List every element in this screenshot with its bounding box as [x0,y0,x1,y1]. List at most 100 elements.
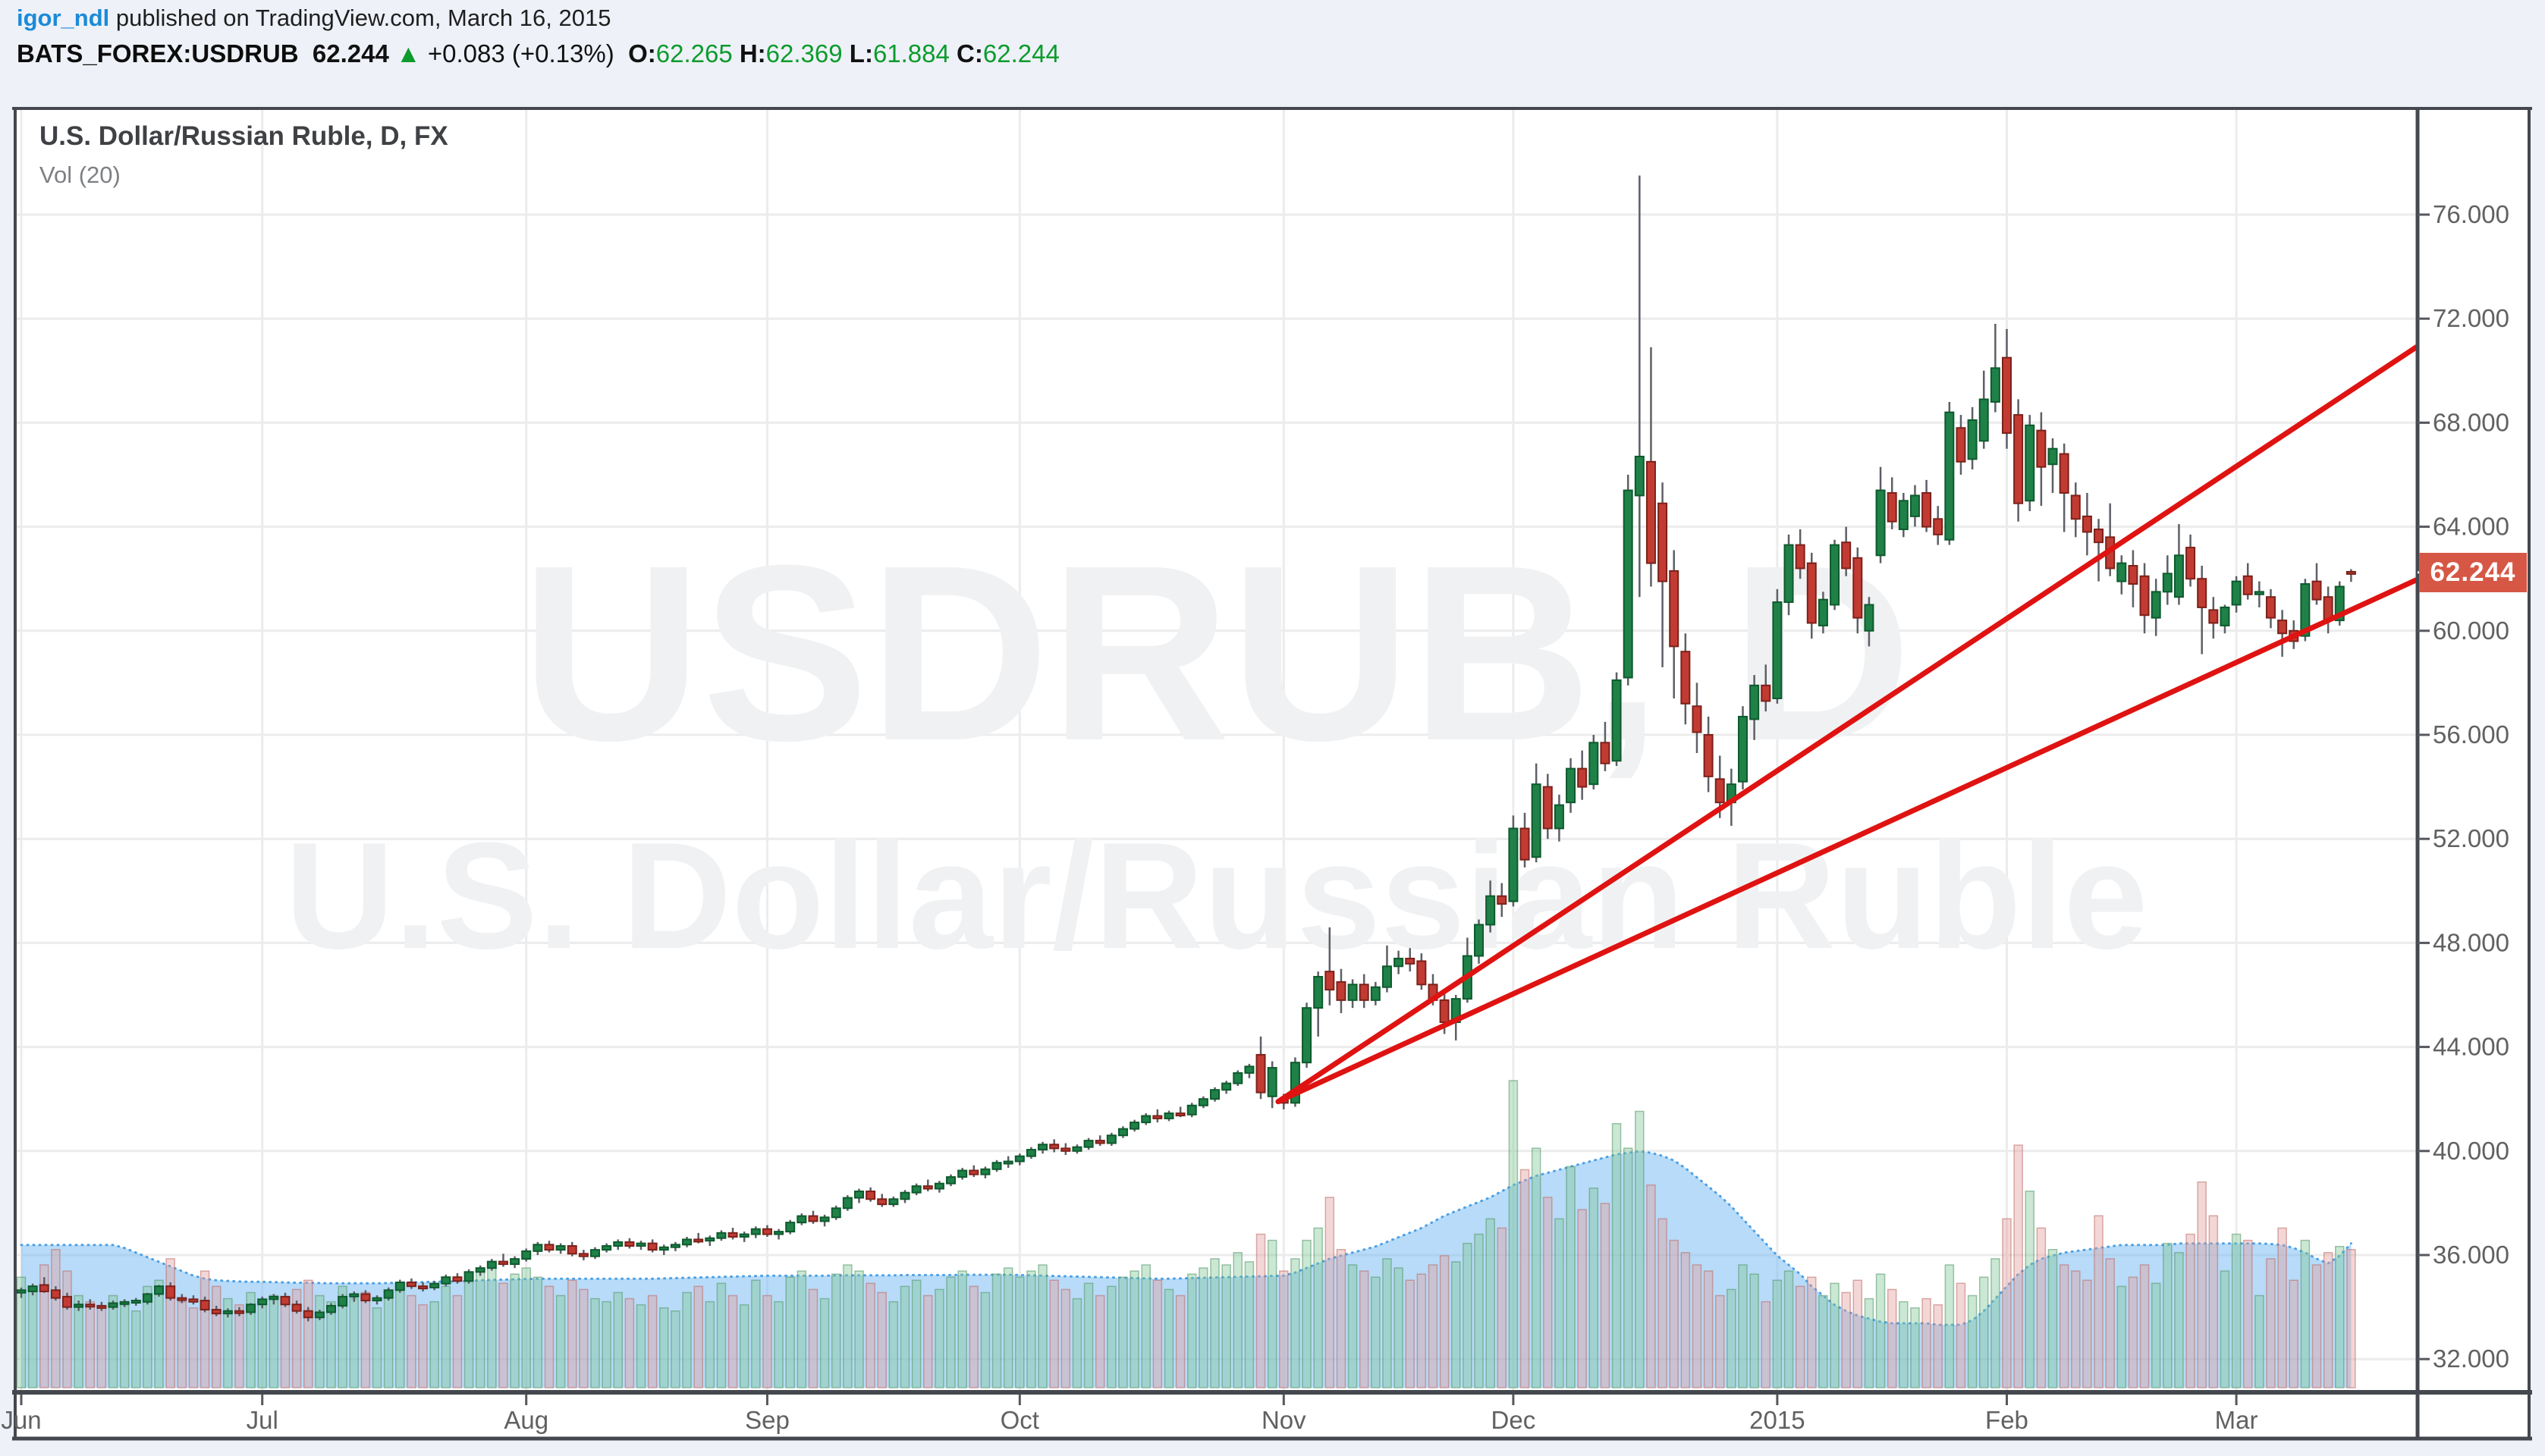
candle-down [418,1285,429,1290]
candle-up [16,1289,27,1294]
month-tick-label: Jun [1,1406,41,1434]
month-tick-label: Sep [745,1406,790,1434]
candle-down [1714,778,1725,804]
candle-up [2151,591,2161,619]
candle-up [1313,975,1324,1009]
candle-up [796,1215,807,1224]
chart-pane-title[interactable]: U.S. Dollar/Russian Ruble, D, FX [39,121,448,151]
candle-down [1336,981,1346,1001]
volume-bar [751,1279,761,1389]
price-tick-label: 76.000 [2433,200,2509,228]
volume-bar [1313,1227,1323,1389]
ticker-symbol[interactable]: BATS_FOREX:USDRUB [17,39,299,67]
volume-bar [2220,1270,2230,1389]
volume-bar [1772,1279,1783,1389]
upper-trendline[interactable] [1275,344,2419,1105]
volume-bar [407,1294,416,1389]
volume-bar [739,1304,749,1389]
volume-bar [441,1285,451,1389]
volume-bar [636,1304,646,1389]
volume-bar [1038,1264,1048,1389]
lower-trendline[interactable] [1275,577,2419,1105]
volume-bar [1714,1294,1725,1389]
candle-up [980,1168,991,1175]
candle-up [1990,367,2000,403]
candle-down [2082,515,2092,533]
volume-bar [2025,1191,2034,1389]
candle-down [1095,1140,1105,1144]
volume-bar [796,1270,807,1389]
volume-bar [1359,1270,1369,1389]
volume-bar [935,1288,944,1389]
candle-up [394,1282,405,1291]
volume-bar [1221,1264,1231,1389]
volume-bar [1405,1279,1415,1389]
candle-up [2116,562,2127,582]
candle-down [1795,544,1805,570]
volume-bar [1279,1270,1289,1389]
high-label: H: [739,39,766,67]
candle-down [1497,895,1507,905]
volume-bar [624,1298,635,1389]
candle-down [1806,562,1817,624]
volume-bar [108,1294,118,1389]
candle-up [1783,544,1794,604]
candle-down [1049,1144,1060,1150]
candle-up [774,1231,784,1235]
price-tick-label: 60.000 [2433,617,2509,645]
volume-bar [1485,1218,1495,1389]
volume-bar [303,1279,313,1389]
volume-bar [969,1285,979,1389]
candle-down [2311,580,2322,601]
candle-down [1152,1115,1163,1119]
volume-indicator-label[interactable]: Vol (20) [39,162,121,188]
volume-bar [131,1310,141,1389]
candle-up [1370,986,1381,1001]
candle-up [991,1162,1002,1170]
volume-bar [1795,1285,1805,1389]
volume-bar [2128,1276,2138,1389]
candle-up [636,1242,646,1247]
candle-down [544,1244,555,1251]
candle-up [911,1185,922,1194]
volume-bar [2266,1258,2276,1389]
volume-bar [1210,1258,1220,1389]
volume-bar [1864,1298,1874,1389]
volume-bar [1761,1301,1771,1389]
volume-bar [1554,1218,1564,1389]
volume-bar [877,1291,887,1389]
candle-down [2265,596,2276,619]
time-axis[interactable]: Jun Jul Aug Sep Oct Nov Dec 2015 Feb Mar [1,1395,2258,1434]
candle-up [602,1244,612,1251]
candle-up [154,1285,165,1295]
chart-background [14,107,2531,1440]
candle-up [831,1207,841,1219]
volume-bar [1049,1279,1059,1389]
candle-down [1519,827,1530,861]
volume-bar [1967,1294,1978,1389]
candle-down [624,1241,635,1247]
candle-up [1130,1122,1140,1130]
grid-layer [17,110,2416,1390]
volume-bar [785,1276,795,1389]
volume-bar [1015,1276,1025,1389]
candle-up [1003,1160,1013,1165]
candle-up [2047,447,2058,466]
author-link[interactable]: igor_ndl [17,5,110,31]
candle-up [1554,804,1564,830]
volume-bar [2335,1245,2345,1389]
volume-bar [2254,1294,2264,1389]
candle-down [969,1169,979,1175]
candle-up [739,1233,749,1238]
candle-up [1393,957,1404,968]
candle-down [1600,742,1610,764]
volume-bar [1692,1264,1702,1389]
volume-bar [2197,1181,2207,1389]
volume-bar [1290,1258,1300,1389]
volume-bar [372,1307,382,1389]
candle-up [1347,984,1358,1001]
close-label: C: [957,39,983,67]
candle-up [1210,1089,1221,1100]
price-axis[interactable]: 76.000 72.000 68.000 64.000 60.000 56.000 52.0… [2418,200,2509,1373]
